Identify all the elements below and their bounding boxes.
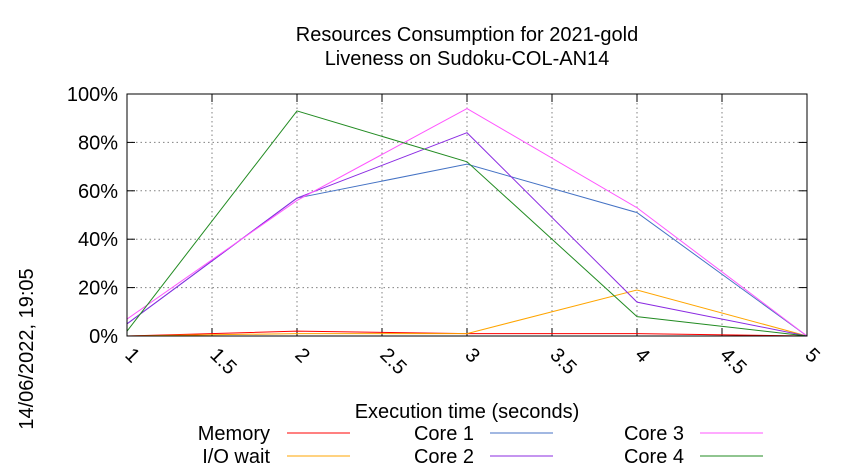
x-tick-label: 4.5 <box>715 344 750 379</box>
y-tick-label: 0% <box>89 326 118 348</box>
x-tick-label: 4 <box>630 344 653 367</box>
legend-label-core-1: Core 1 <box>414 423 474 445</box>
x-tick-label: 1 <box>120 344 143 367</box>
x-tick-label: 3.5 <box>545 344 580 379</box>
y-axis: 0% 20% 40% 60% 80% 100% <box>67 84 807 348</box>
chart-subtitle: Liveness on Sudoku-COL-AN14 <box>325 48 610 70</box>
series-lines <box>126 107 808 337</box>
legend-label-memory: Memory <box>198 423 270 445</box>
grid <box>127 94 807 336</box>
x-tick-label: 2 <box>290 344 313 367</box>
legend-label-i-o-wait: I/O wait <box>202 446 270 468</box>
series-line-core-4 <box>126 110 808 337</box>
x-tick-label: 1.5 <box>205 344 240 379</box>
y-tick-label: 20% <box>78 278 118 300</box>
x-tick-label: 2.5 <box>375 344 410 379</box>
x-tick-label: 5 <box>800 344 823 367</box>
y-tick-label: 100% <box>67 84 118 106</box>
x-tick-label: 3 <box>460 344 483 367</box>
plot-frame <box>126 93 808 337</box>
x-axis-label: Execution time (seconds) <box>355 401 580 423</box>
timestamp-label: 14/06/2022, 19:05 <box>16 268 38 429</box>
series-line-core-3 <box>126 107 808 337</box>
series-line-i-o-wait <box>126 289 808 337</box>
y-tick-label: 40% <box>78 229 118 251</box>
y-tick-label: 60% <box>78 181 118 203</box>
y-tick-label: 80% <box>78 132 118 154</box>
legend-label-core-3: Core 3 <box>624 423 684 445</box>
chart-title: Resources Consumption for 2021-gold <box>296 24 638 46</box>
legend-label-core-4: Core 4 <box>624 446 684 468</box>
legend-label-core-2: Core 2 <box>414 446 474 468</box>
